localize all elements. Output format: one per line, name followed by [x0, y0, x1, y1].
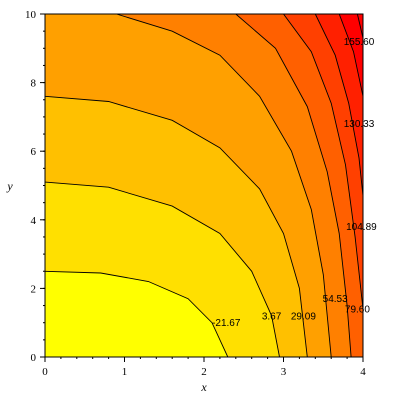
x-tick-label: 0	[42, 366, 48, 378]
contour-line	[235, 14, 352, 357]
filled-contour-bands	[45, 14, 363, 357]
contour-label: 79.60	[345, 304, 370, 315]
y-tick-label: 6	[31, 146, 37, 158]
x-tick-label: 2	[201, 366, 207, 378]
contour-label: 54.53	[323, 294, 348, 305]
y-axis-label: y	[6, 179, 13, 193]
contour-label: 29.09	[291, 311, 316, 322]
contour-line	[338, 14, 363, 97]
contour-line	[45, 95, 308, 357]
contour-label: -21.67	[212, 318, 241, 329]
contour-line	[116, 14, 332, 357]
contour-label: 3.67	[262, 311, 282, 322]
contour-line	[283, 14, 363, 310]
contour-label: 104.89	[346, 222, 377, 233]
contour-lines	[45, 14, 363, 357]
contour-line	[45, 270, 229, 357]
contour-label: 130.33	[344, 119, 375, 130]
x-axis: 0 1 2 3 4	[42, 357, 366, 378]
x-axis-label: x	[200, 380, 207, 394]
y-tick-label: 2	[31, 283, 37, 295]
x-tick-label: 3	[281, 366, 287, 378]
y-tick-label: 0	[31, 352, 37, 364]
contour-label: 155.60	[344, 37, 375, 48]
y-tick-label: 4	[31, 215, 37, 227]
y-axis: 0 2 4 6 8 10	[25, 9, 45, 364]
contour-line	[356, 14, 363, 39]
contour-band	[45, 271, 228, 357]
x-tick-label: 1	[122, 366, 128, 378]
y-tick-label: 8	[31, 78, 37, 90]
contour-line	[45, 181, 280, 357]
x-tick-label: 4	[360, 366, 366, 378]
contour-line	[314, 14, 363, 196]
y-tick-label: 10	[25, 9, 37, 21]
